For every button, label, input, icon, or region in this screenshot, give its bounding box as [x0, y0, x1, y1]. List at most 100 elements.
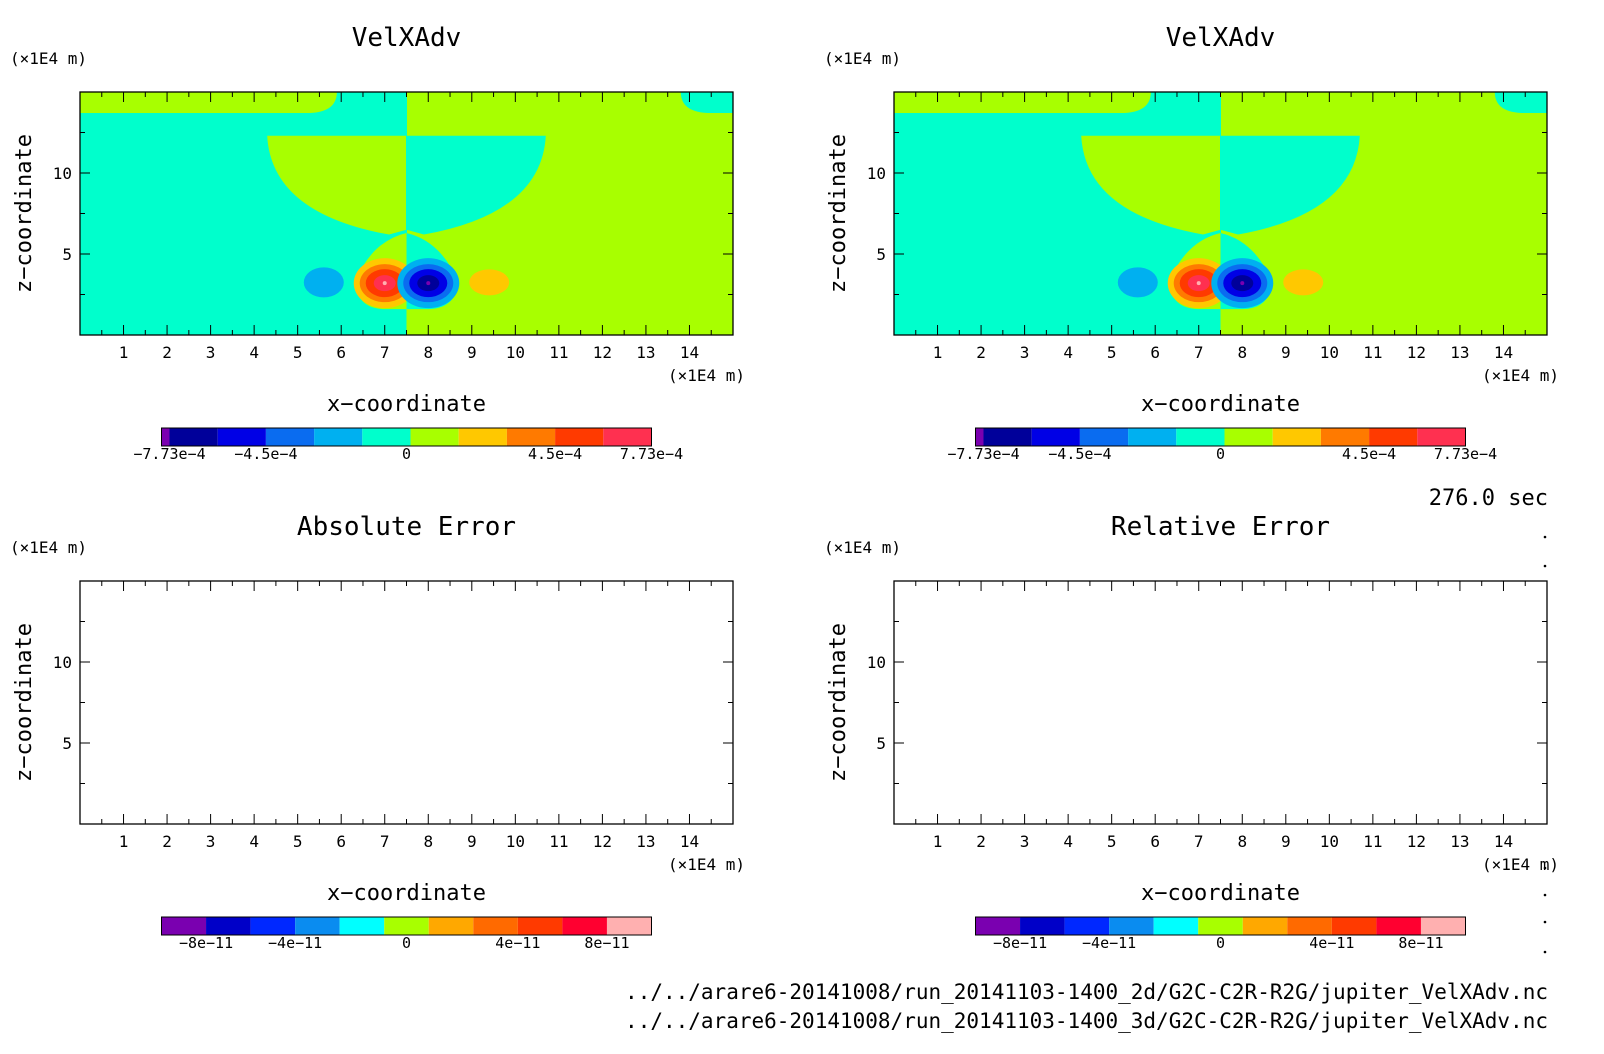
- colorbar-segment: [169, 428, 218, 446]
- x-tick-label: 1: [933, 832, 943, 851]
- x-tick-label: 2: [976, 832, 986, 851]
- colorbar-segment: [1020, 917, 1065, 935]
- x-tick-label: 1: [933, 343, 943, 362]
- x-tick-label: 10: [506, 343, 525, 362]
- panel-0: VelXAdv(×1E4 m)1 2 3 4 5 6 7 8 9 10 11 12 13 14(×1E4 …: [10, 23, 745, 463]
- colorbar-tick-label: 0: [402, 934, 411, 952]
- y-axis-label: z−coordinate: [826, 134, 851, 293]
- y-tick-label: 5: [62, 734, 72, 753]
- x-axis-label: x−coordinate: [1141, 392, 1300, 417]
- panel-1: VelXAdv(×1E4 m)1 2 3 4 5 6 7 8 9 10 11 12 13 14(×1E4 …: [824, 23, 1559, 463]
- y-tick-label: 10: [867, 653, 886, 672]
- colorbar-segment: [428, 917, 474, 935]
- colorbar-segment: [1064, 917, 1110, 935]
- x-tick-label: 7: [380, 343, 390, 362]
- field-patch-top-left: [80, 92, 337, 114]
- y-tick-label: 5: [876, 245, 886, 264]
- colorbar-segment: [1242, 917, 1288, 935]
- panel-title: VelXAdv: [1166, 23, 1276, 53]
- colorbar-segment: [314, 428, 363, 446]
- x-tick-label: 14: [680, 343, 699, 362]
- y-axis-unit: (×1E4 m): [824, 49, 901, 68]
- colorbar-segment: [362, 428, 411, 446]
- y-axis-unit: (×1E4 m): [10, 49, 87, 68]
- y-tick-label: 10: [53, 164, 72, 183]
- y-tick-label: 5: [876, 734, 886, 753]
- colorbar-segment: [603, 428, 652, 446]
- x-tick-label: 6: [1150, 343, 1160, 362]
- file-path-1: ../../arare6-20141008/run_20141103-1400_…: [625, 1009, 1548, 1033]
- x-tick-label: 4: [1063, 832, 1073, 851]
- colorbar-tick-label: 0: [402, 445, 411, 463]
- field-blob-weak-positive: [1283, 269, 1324, 296]
- colorbar-segment: [1287, 917, 1332, 935]
- margin-dot: [1543, 535, 1547, 539]
- colorbar-tick-label: 7.73e−4: [1434, 445, 1497, 463]
- x-axis-unit: (×1E4 m): [1482, 855, 1559, 874]
- field-patch-top-right: [680, 92, 733, 114]
- x-tick-label: 9: [467, 343, 477, 362]
- x-axis-unit: (×1E4 m): [1482, 366, 1559, 385]
- x-tick-label: 13: [1450, 343, 1469, 362]
- x-tick-label: 10: [1320, 343, 1339, 362]
- x-tick-label: 13: [1450, 832, 1469, 851]
- x-tick-label: 11: [549, 832, 568, 851]
- x-tick-label: 3: [1020, 832, 1030, 851]
- field-blob-weak-positive: [469, 269, 510, 296]
- colorbar-segment: [206, 917, 251, 935]
- colorbar-segment: [217, 428, 266, 446]
- colorbar-tick-label: −4.5e−4: [234, 445, 297, 463]
- x-tick-label: 10: [1320, 832, 1339, 851]
- plot-frame: [79, 580, 734, 825]
- y-axis-label: z−coordinate: [12, 623, 37, 782]
- colorbar-segment: [506, 428, 556, 446]
- x-tick-label: 14: [1494, 832, 1513, 851]
- colorbar-segment: [1369, 428, 1418, 446]
- field-blob-weak-negative: [1117, 267, 1158, 298]
- colorbar-segment: [517, 917, 563, 935]
- x-axis-unit: (×1E4 m): [668, 855, 745, 874]
- colorbar: −7.73e−4 −4.5e−4 0 4.5e−4 7.73e−4: [947, 427, 1497, 463]
- x-tick-label: 3: [206, 343, 216, 362]
- colorbar-tick-label: −4.5e−4: [1048, 445, 1111, 463]
- panel-title: Relative Error: [1111, 512, 1330, 542]
- colorbar-tick-label: 4e−11: [495, 934, 540, 952]
- x-tick-label: 4: [249, 832, 259, 851]
- time-label: 276.0 sec: [1429, 486, 1548, 511]
- x-tick-label: 2: [976, 343, 986, 362]
- colorbar-segment: [410, 428, 459, 446]
- y-tick-label: 10: [867, 164, 886, 183]
- field-patch-top-left: [894, 92, 1151, 114]
- colorbar-segment: [1376, 917, 1421, 935]
- colorbar-segment: [1331, 917, 1377, 935]
- field-bowl-left: [1081, 135, 1221, 235]
- margin-dot: [1543, 920, 1547, 924]
- field-blob-weak-negative: [303, 267, 344, 298]
- colorbar-tick-label: −8e−11: [179, 934, 233, 952]
- colorbar-segment: [473, 917, 518, 935]
- panel-2: Absolute Error(×1E4 m)1 2 3 4 5 6 7 8 9 10 11 12 13 1…: [10, 512, 745, 952]
- colorbar-segment: [1128, 428, 1177, 446]
- colorbar-tick-label: 4e−11: [1309, 934, 1354, 952]
- colorbar: −8e−11 −4e−11 0 4e−11 8e−11: [161, 916, 652, 952]
- colorbar-segment: [1079, 428, 1129, 446]
- colorbar-segment: [1198, 917, 1243, 935]
- x-tick-label: 4: [249, 343, 259, 362]
- colorbar-segment: [1320, 428, 1370, 446]
- x-tick-label: 4: [1063, 343, 1073, 362]
- panel-title: VelXAdv: [352, 23, 462, 53]
- x-tick-label: 2: [162, 832, 172, 851]
- x-tick-label: 12: [593, 343, 612, 362]
- colorbar-segment: [1153, 917, 1199, 935]
- colorbar-segment: [555, 428, 604, 446]
- margin-dot: [1543, 866, 1547, 870]
- x-tick-label: 11: [1363, 832, 1382, 851]
- colorbar-segment: [1272, 428, 1321, 446]
- colorbar-tick-label: −4e−11: [268, 934, 322, 952]
- colorbar-segment: [295, 917, 340, 935]
- colorbar: −8e−11 −4e−11 0 4e−11 8e−11: [975, 916, 1466, 952]
- colorbar-tick-label: 4.5e−4: [528, 445, 582, 463]
- colorbar-segment: [1176, 428, 1225, 446]
- x-tick-label: 13: [636, 343, 655, 362]
- x-tick-label: 3: [1020, 343, 1030, 362]
